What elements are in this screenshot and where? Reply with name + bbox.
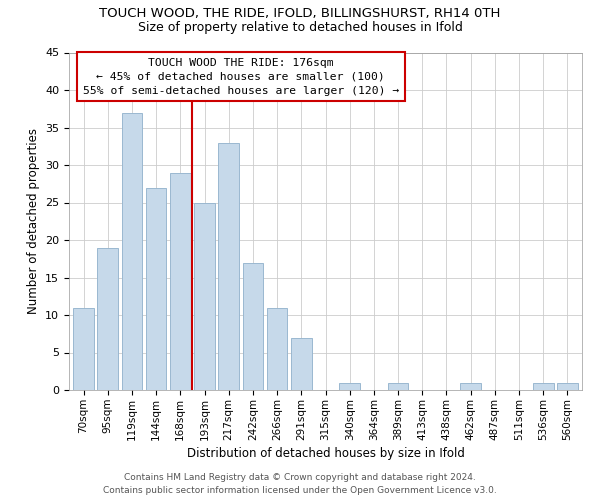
- Bar: [291, 338, 311, 390]
- Bar: [533, 382, 554, 390]
- Bar: [267, 308, 287, 390]
- Bar: [388, 382, 409, 390]
- Bar: [122, 112, 142, 390]
- Bar: [218, 142, 239, 390]
- Bar: [146, 188, 166, 390]
- Bar: [340, 382, 360, 390]
- Text: TOUCH WOOD, THE RIDE, IFOLD, BILLINGSHURST, RH14 0TH: TOUCH WOOD, THE RIDE, IFOLD, BILLINGSHUR…: [100, 8, 500, 20]
- Text: Size of property relative to detached houses in Ifold: Size of property relative to detached ho…: [137, 21, 463, 34]
- Bar: [460, 382, 481, 390]
- Y-axis label: Number of detached properties: Number of detached properties: [26, 128, 40, 314]
- Bar: [97, 248, 118, 390]
- Text: Contains HM Land Registry data © Crown copyright and database right 2024.
Contai: Contains HM Land Registry data © Crown c…: [103, 474, 497, 495]
- Bar: [194, 202, 215, 390]
- Bar: [242, 262, 263, 390]
- Bar: [73, 308, 94, 390]
- Bar: [557, 382, 578, 390]
- Text: TOUCH WOOD THE RIDE: 176sqm
← 45% of detached houses are smaller (100)
55% of se: TOUCH WOOD THE RIDE: 176sqm ← 45% of det…: [83, 58, 399, 96]
- X-axis label: Distribution of detached houses by size in Ifold: Distribution of detached houses by size …: [187, 446, 464, 460]
- Bar: [170, 172, 191, 390]
